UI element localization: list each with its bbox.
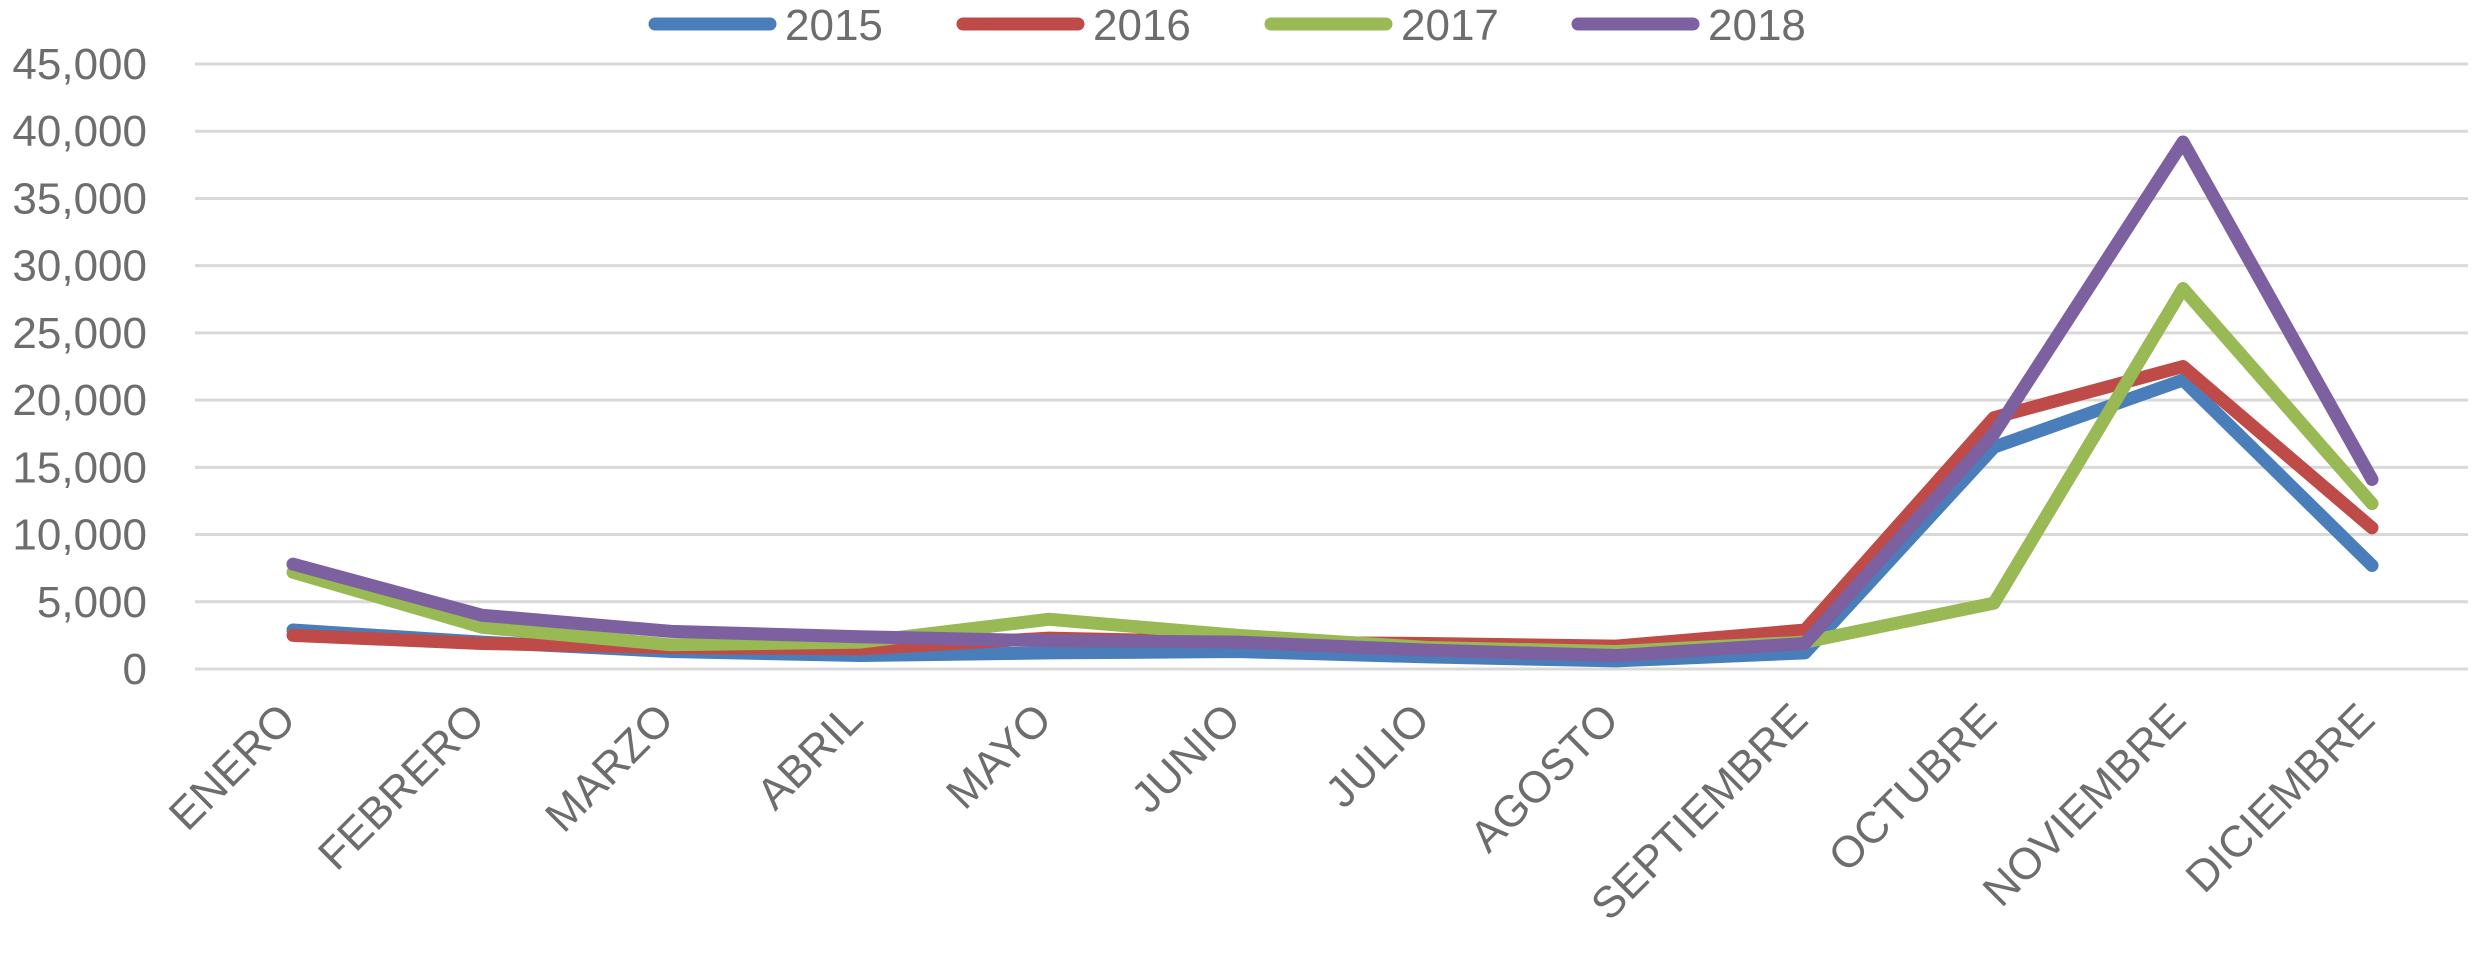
x-tick-label: OCTUBRE bbox=[1819, 694, 2006, 881]
y-tick-label: 40,000 bbox=[12, 107, 147, 156]
y-tick-label: 0 bbox=[123, 645, 147, 694]
x-tick-label: AGOSTO bbox=[1461, 694, 1628, 861]
y-tick-label: 15,000 bbox=[12, 443, 147, 492]
x-tick-label: MARZO bbox=[536, 694, 683, 841]
y-axis: 0 5,000 10,000 15,000 20,000 25,000 30,000 35,0… bbox=[12, 40, 147, 694]
y-tick-label: 20,000 bbox=[12, 376, 147, 425]
x-tick-label: ABRIL bbox=[747, 694, 872, 819]
x-tick-label: NOVIEMBRE bbox=[1974, 694, 2195, 915]
x-tick-label: JULIO bbox=[1316, 694, 1439, 817]
y-tick-label: 10,000 bbox=[12, 511, 147, 560]
legend-label-2017: 2017 bbox=[1401, 1, 1499, 50]
x-tick-label: MAYO bbox=[937, 694, 1061, 818]
series-line-2018 bbox=[286, 135, 2379, 663]
x-tick-label: JUNIO bbox=[1122, 694, 1250, 822]
legend-label-2018: 2018 bbox=[1708, 1, 1806, 50]
y-tick-label: 45,000 bbox=[12, 40, 147, 89]
series-line-2016 bbox=[286, 360, 2379, 656]
y-tick-label: 25,000 bbox=[12, 309, 147, 358]
chart-series bbox=[286, 135, 2379, 668]
y-tick-label: 35,000 bbox=[12, 174, 147, 223]
x-tick-label: DICIEMBRE bbox=[2177, 694, 2385, 902]
legend-label-2016: 2016 bbox=[1093, 1, 1191, 50]
y-tick-label: 30,000 bbox=[12, 242, 147, 291]
chart-gridlines bbox=[195, 62, 2468, 671]
chart-legend: 2015 2016 2017 2018 bbox=[648, 1, 1806, 50]
x-tick-label: ENERO bbox=[160, 694, 305, 839]
legend-label-2015: 2015 bbox=[785, 1, 883, 50]
x-tick-label: FEBRERO bbox=[309, 694, 494, 879]
series-line-2015 bbox=[286, 373, 2379, 668]
x-axis: ENERO FEBRERO MARZO ABRIL MAYO JUNIO JULIO AGOS… bbox=[160, 694, 2384, 929]
y-tick-label: 5,000 bbox=[37, 578, 147, 627]
